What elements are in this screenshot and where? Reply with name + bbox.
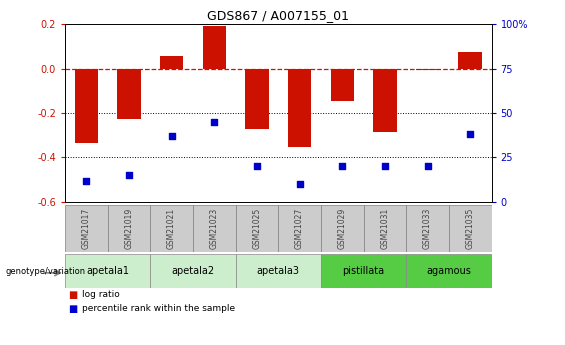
Text: GSM21019: GSM21019 [124,208,133,249]
Bar [75,69,98,143]
Point [295,181,304,187]
Text: GSM21023: GSM21023 [210,208,219,249]
Text: apetala3: apetala3 [257,266,300,276]
Text: GSM21029: GSM21029 [338,208,347,249]
Text: apetala2: apetala2 [171,266,215,276]
Point [124,172,133,178]
Point [82,178,91,183]
Bar [449,205,492,252]
Bar [107,205,150,252]
Bar [117,69,141,119]
Bar [406,205,449,252]
Title: GDS867 / A007155_01: GDS867 / A007155_01 [207,9,349,22]
Text: GSM21017: GSM21017 [82,208,91,249]
Text: GSM21027: GSM21027 [295,208,304,249]
Text: apetala1: apetala1 [86,266,129,276]
Text: GSM21031: GSM21031 [380,208,389,249]
Bar [150,205,193,252]
Point [253,164,262,169]
Bar [150,254,236,288]
Text: pistillata: pistillata [342,266,385,276]
Text: GSM21033: GSM21033 [423,208,432,249]
Bar [321,205,364,252]
Bar [331,69,354,101]
Bar [65,254,150,288]
Bar [236,205,279,252]
Text: percentile rank within the sample: percentile rank within the sample [82,304,235,313]
Text: log ratio: log ratio [82,290,120,299]
Bar [373,69,397,132]
Bar [321,254,406,288]
Bar [202,26,226,69]
Point [380,164,389,169]
Bar [236,254,321,288]
Bar [458,52,482,69]
Point [338,164,347,169]
Point [167,133,176,139]
Bar [278,205,321,252]
Point [210,119,219,125]
Point [466,131,475,137]
Text: agamous: agamous [427,266,471,276]
Text: ■: ■ [68,304,77,314]
Bar [406,254,492,288]
Bar [193,205,236,252]
Text: GSM21035: GSM21035 [466,208,475,249]
Text: genotype/variation: genotype/variation [6,267,86,276]
Bar [364,205,406,252]
Bar [416,69,440,70]
Text: GSM21025: GSM21025 [253,208,262,249]
Bar [65,205,107,252]
Bar [245,69,269,129]
Point [423,164,432,169]
Text: ■: ■ [68,290,77,300]
Bar [288,69,311,147]
Text: GSM21021: GSM21021 [167,208,176,249]
Bar [160,56,184,69]
